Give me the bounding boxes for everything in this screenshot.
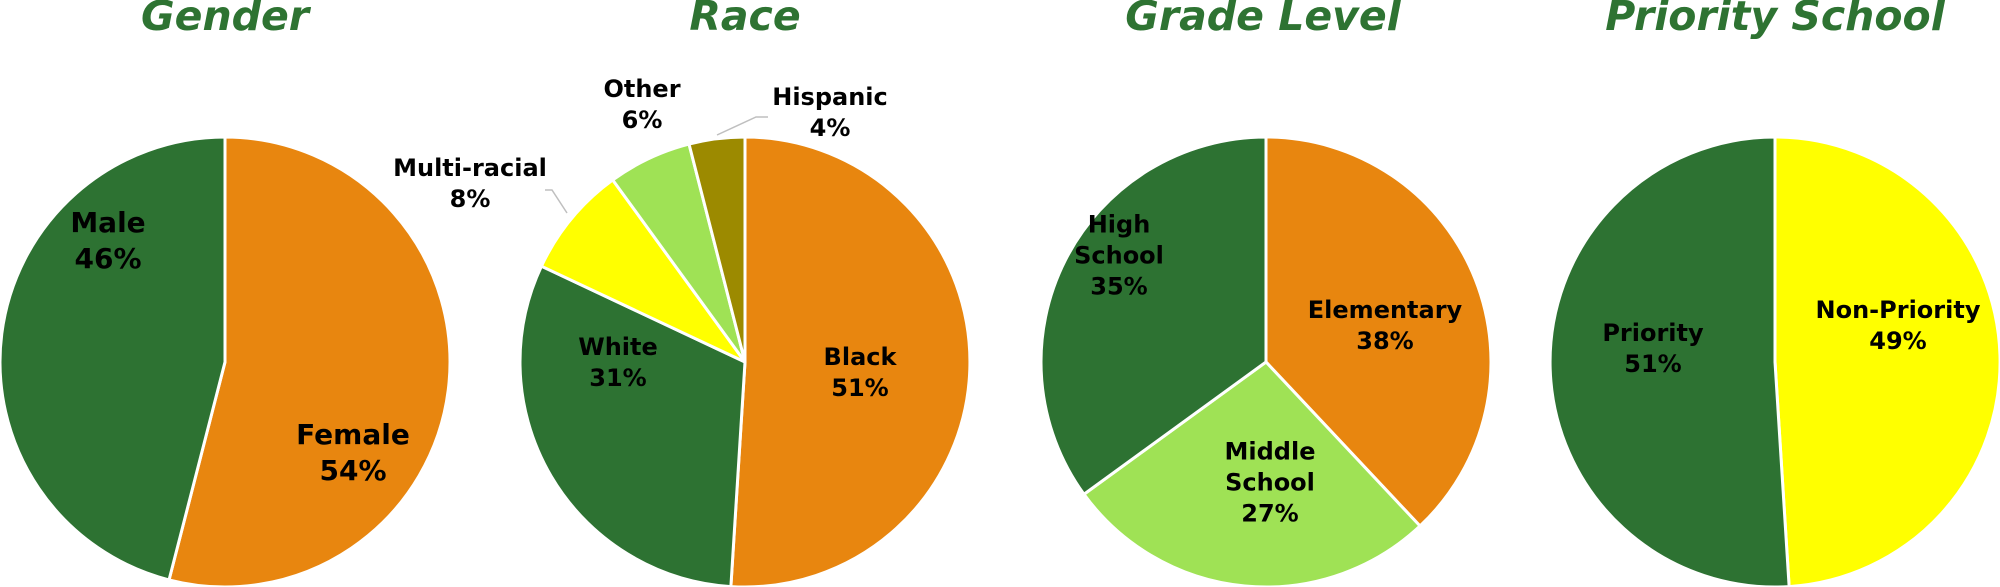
slice-label-priority-school-priority: Priority 51% bbox=[1602, 319, 1704, 378]
slice-label-line: Female bbox=[296, 418, 410, 451]
slice-label-line: 46% bbox=[74, 242, 141, 275]
pie-slice-priority-school-non-priority bbox=[1773, 135, 2000, 587]
pie-slice-gender-male bbox=[0, 135, 227, 582]
chart-title-grade-level: Grade Level bbox=[1125, 0, 1401, 40]
pie-slice-race-white bbox=[518, 264, 747, 587]
slice-label-line: 38% bbox=[1356, 327, 1413, 355]
slice-label-line: 6% bbox=[622, 106, 663, 134]
chart-title-race: Race bbox=[689, 0, 800, 40]
pie-slice-grade-level-middle bbox=[1082, 360, 1422, 587]
slice-label-line: Priority bbox=[1602, 319, 1704, 347]
slice-label-line: 49% bbox=[1869, 327, 1926, 355]
slice-label-race-white: White 31% bbox=[578, 333, 658, 392]
slice-label-race-hispanic: Hispanic 4% bbox=[772, 83, 888, 142]
slice-label-line: School bbox=[1225, 468, 1315, 496]
slice-label-line: School bbox=[1074, 241, 1164, 269]
pie-slice-race-black bbox=[729, 135, 972, 587]
pie-slice-grade-level-high bbox=[1039, 135, 1268, 496]
pie-grade-level: Elementary 38% Middle School 27% High School 35… bbox=[1039, 135, 1493, 587]
slice-label-line: Middle bbox=[1225, 437, 1316, 465]
slice-label-line: 4% bbox=[810, 114, 851, 142]
chart-title-gender: Gender bbox=[141, 0, 312, 40]
slice-label-priority-school-non-priority: Non-Priority 49% bbox=[1816, 296, 1981, 355]
slice-label-line: Elementary bbox=[1308, 296, 1463, 324]
pie-slice-race-multi-racial bbox=[539, 178, 747, 364]
leader-line-race-multi-racial bbox=[545, 189, 568, 214]
slice-label-line: Multi-racial bbox=[393, 154, 547, 182]
pie-gender: Female 54% Male 46% bbox=[0, 135, 452, 587]
slice-label-race-other: Other 6% bbox=[603, 75, 680, 134]
slice-label-line: Male bbox=[70, 206, 145, 239]
chart-title-priority-school: Priority School bbox=[1605, 0, 1945, 40]
pie-priority-school: Non-Priority 49% Priority 51% bbox=[1548, 135, 2000, 587]
slice-label-gender-female: Female 54% bbox=[296, 418, 410, 487]
slice-label-line: Other bbox=[603, 75, 680, 103]
slice-label-line: Hispanic bbox=[772, 83, 888, 111]
pie-slice-race-hispanic bbox=[687, 135, 747, 364]
slice-label-line: Black bbox=[824, 343, 898, 371]
slice-label-line: 27% bbox=[1241, 499, 1298, 527]
slice-label-grade-level-elementary: Elementary 38% bbox=[1308, 296, 1463, 355]
slice-label-line: 8% bbox=[450, 185, 491, 213]
slice-label-line: 51% bbox=[1624, 350, 1681, 378]
slice-label-grade-level-high: High School 35% bbox=[1074, 210, 1164, 300]
slice-label-line: 51% bbox=[831, 374, 888, 402]
slice-label-line: 31% bbox=[589, 364, 646, 392]
pie-slice-grade-level-elementary bbox=[1264, 135, 1493, 528]
slice-label-grade-level-middle: Middle School 27% bbox=[1225, 437, 1316, 527]
pies-group: Female 54% Male 46% Black 51% White 31% Multi-ra… bbox=[0, 75, 2000, 587]
slice-label-line: White bbox=[578, 333, 658, 361]
pie-slice-gender-female bbox=[167, 135, 452, 587]
pie-race: Black 51% White 31% Multi-racial 8% Other 6% His… bbox=[393, 75, 972, 587]
pie-slice-priority-school-priority bbox=[1548, 135, 1791, 587]
slice-label-race-multi-racial: Multi-racial 8% bbox=[393, 154, 547, 213]
slice-label-gender-male: Male 46% bbox=[70, 206, 145, 275]
slice-label-line: High bbox=[1088, 210, 1151, 238]
slice-label-race-black: Black 51% bbox=[824, 343, 898, 402]
leader-line-race-hispanic bbox=[716, 116, 768, 136]
slice-label-line: 35% bbox=[1090, 272, 1147, 300]
slice-label-line: Non-Priority bbox=[1816, 296, 1981, 324]
slice-label-line: 54% bbox=[319, 454, 386, 487]
